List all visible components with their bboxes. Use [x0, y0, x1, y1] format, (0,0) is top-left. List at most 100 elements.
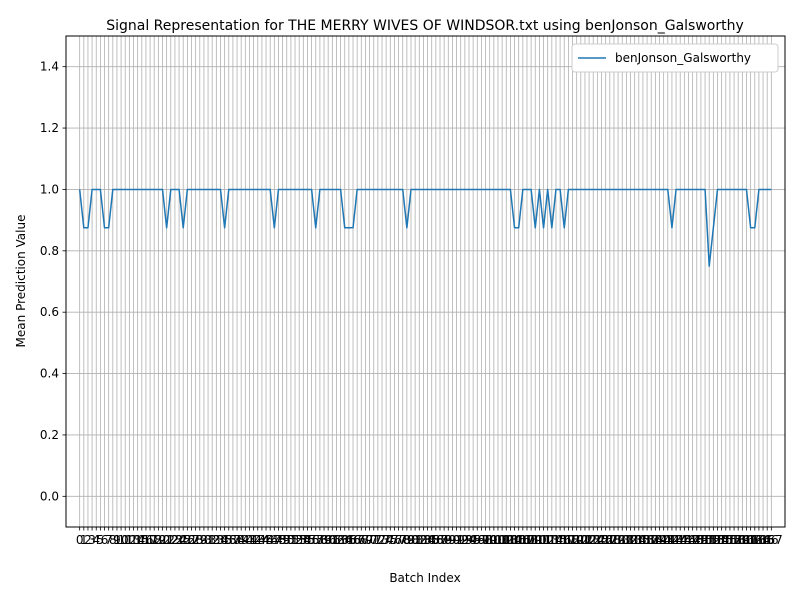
x-tick-label: 163: [743, 533, 766, 547]
x-tick-label: 103: [495, 533, 518, 547]
x-tick-label: 112: [532, 533, 555, 547]
x-tick-label: 36: [221, 533, 236, 547]
x-tick-label: 48: [271, 533, 286, 547]
x-tick-label: 106: [507, 533, 530, 547]
x-tick-label: 102: [491, 533, 514, 547]
x-tick-label: 121: [569, 533, 592, 547]
x-tick-label: 71: [366, 533, 381, 547]
x-tick-label: 156: [714, 533, 737, 547]
y-ticks: 0.0 0.2 0.4 0.6 0.8 1.0 1.2 1.4: [40, 60, 66, 503]
x-tick-label: 44: [254, 533, 269, 547]
y-tick-label: 1.4: [40, 60, 59, 74]
x-tick-label: 54: [296, 533, 311, 547]
x-tick-label: 84: [420, 533, 435, 547]
x-tick-label: 136: [631, 533, 654, 547]
x-tick-label: 8: [109, 533, 117, 547]
x-tick-label: 116: [549, 533, 572, 547]
x-tick-label: 35: [217, 533, 232, 547]
x-tick-label: 100: [482, 533, 505, 547]
legend: benJonson_Galsworthy: [571, 43, 779, 73]
x-tick-label: 67: [350, 533, 365, 547]
x-tick-label: 85: [424, 533, 439, 547]
x-tick-label: 7: [105, 533, 113, 547]
x-tick-label: 159: [727, 533, 750, 547]
x-tick-label: 20: [155, 533, 170, 547]
x-tick-label: 110: [524, 533, 547, 547]
x-tick-label: 38: [229, 533, 244, 547]
y-tick-label: 0.4: [40, 367, 59, 381]
x-tick-label: 81: [408, 533, 423, 547]
x-tick-label: 76: [387, 533, 402, 547]
x-tick-label: 78: [395, 533, 410, 547]
x-tick-label: 158: [723, 533, 746, 547]
x-tick-label: 108: [516, 533, 539, 547]
x-tick-label: 99: [482, 533, 497, 547]
x-tick-label: 28: [188, 533, 203, 547]
x-tick-label: 59: [316, 533, 331, 547]
x-tick-label: 113: [536, 533, 559, 547]
x-tick-label: 66: [345, 533, 360, 547]
x-tick-label: 91: [449, 533, 464, 547]
x-ticks: 0123456789101112131415161718192021222324…: [76, 527, 783, 547]
x-tick-label: 6: [101, 533, 109, 547]
x-tick-label: 162: [739, 533, 762, 547]
x-tick-label: 138: [640, 533, 663, 547]
x-tick-label: 127: [594, 533, 617, 547]
x-tick-label: 92: [453, 533, 468, 547]
x-tick-label: 104: [499, 533, 522, 547]
x-tick-label: 9: [113, 533, 121, 547]
x-tick-label: 39: [234, 533, 249, 547]
legend-box: [571, 43, 779, 73]
x-tick-label: 33: [209, 533, 224, 547]
x-tick-label: 160: [731, 533, 754, 547]
x-tick-label: 109: [520, 533, 543, 547]
x-tick-label: 2: [84, 533, 92, 547]
x-tick-label: 93: [457, 533, 472, 547]
y-tick-label: 1.2: [40, 121, 59, 135]
x-tick-label: 141: [652, 533, 675, 547]
x-tick-label: 105: [503, 533, 526, 547]
x-tick-label: 13: [126, 533, 141, 547]
series-line-benjonson-galsworthy: [78, 188, 772, 267]
x-tick-label: 124: [582, 533, 605, 547]
x-tick-label: 24: [171, 533, 186, 547]
x-tick-label: 83: [416, 533, 431, 547]
x-tick-label: 101: [487, 533, 510, 547]
x-tick-label: 1: [80, 533, 88, 547]
y-tick-label: 0.8: [40, 244, 59, 258]
x-tick-label: 79: [399, 533, 414, 547]
x-tick-label: 74: [379, 533, 394, 547]
x-tick-label: 130: [607, 533, 630, 547]
x-tick-label: 41: [242, 533, 257, 547]
x-tick-label: 134: [623, 533, 646, 547]
x-tick-label: 164: [747, 533, 770, 547]
x-tick-label: 60: [321, 533, 336, 547]
series-layer: [78, 188, 772, 267]
x-tick-label: 82: [412, 533, 427, 547]
chart-title: Signal Representation for THE MERRY WIVE…: [106, 18, 744, 34]
x-tick-label: 68: [354, 533, 369, 547]
x-tick-label: 90: [445, 533, 460, 547]
y-tick-label: 0.6: [40, 305, 59, 319]
x-tick-label: 64: [337, 533, 352, 547]
x-tick-label: 135: [627, 533, 650, 547]
x-tick-label: 111: [528, 533, 551, 547]
x-tick-label: 123: [578, 533, 601, 547]
x-tick-label: 16: [138, 533, 153, 547]
x-tick-label: 167: [760, 533, 783, 547]
x-tick-label: 25: [176, 533, 191, 547]
x-tick-label: 12: [122, 533, 137, 547]
x-tick-label: 29: [192, 533, 207, 547]
x-tick-label: 51: [283, 533, 298, 547]
x-tick-label: 125: [586, 533, 609, 547]
x-tick-label: 145: [669, 533, 692, 547]
x-tick-label: 128: [598, 533, 621, 547]
x-tick-label: 17: [142, 533, 157, 547]
x-tick-label: 61: [325, 533, 340, 547]
x-tick-label: 152: [698, 533, 721, 547]
x-tick-label: 129: [602, 533, 625, 547]
x-axis-label: Batch Index: [389, 571, 460, 585]
x-tick-label: 149: [685, 533, 708, 547]
y-axis-label: Mean Prediction Value: [14, 215, 28, 348]
x-tick-label: 53: [292, 533, 307, 547]
